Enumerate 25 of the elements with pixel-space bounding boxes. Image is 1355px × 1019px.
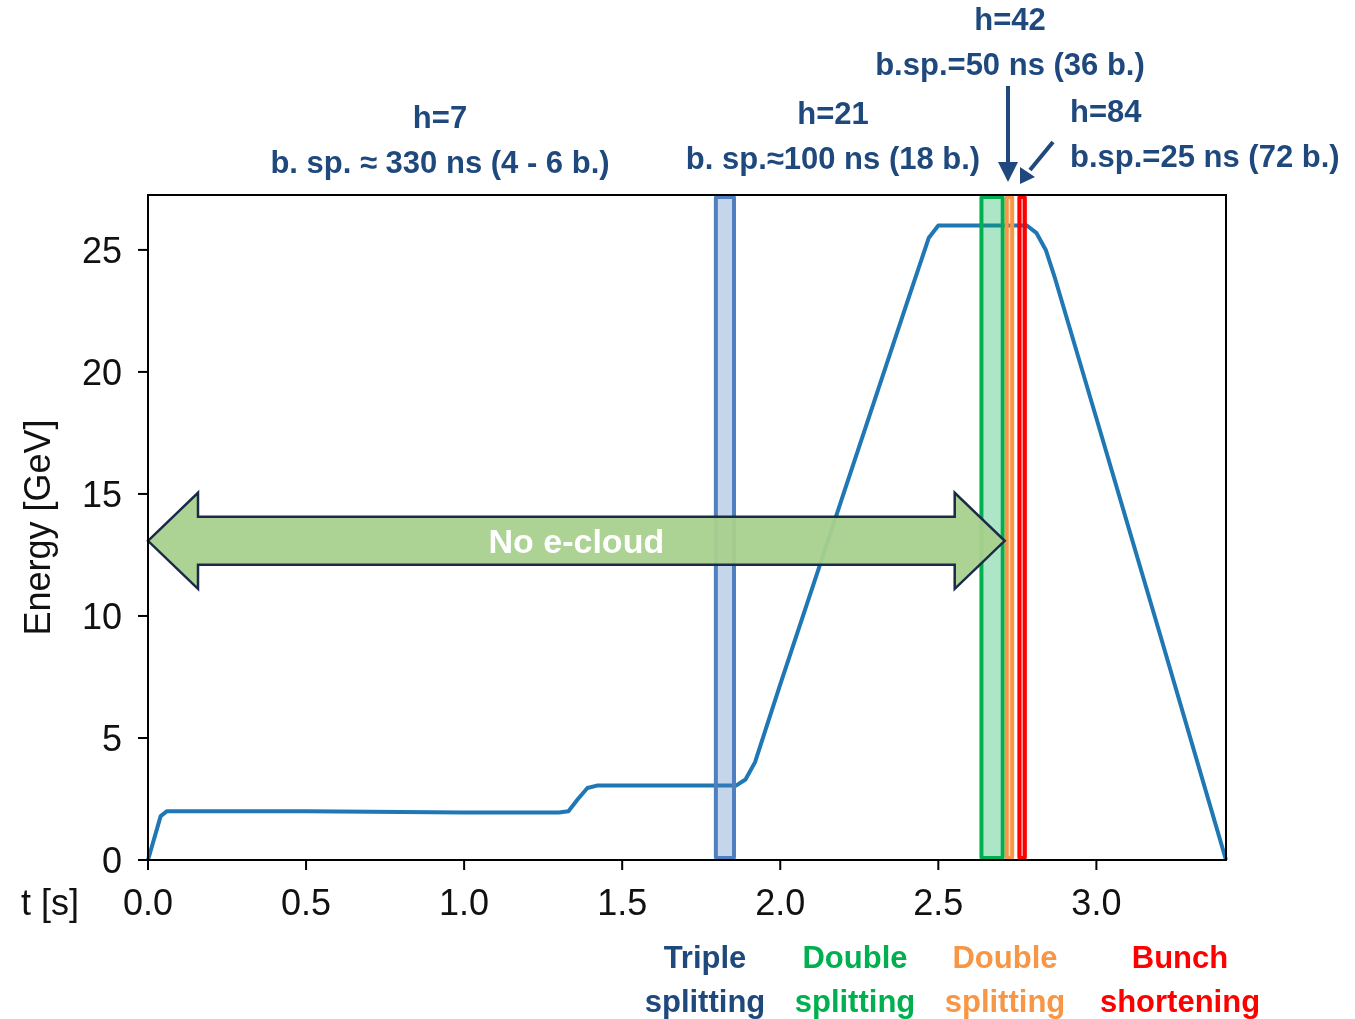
y-tick-label: 15 [81,473,122,515]
text: h=84 b.sp.=25 ns (72 b.) [1070,94,1340,174]
text: h=42 b.sp.=50 ns (36 b.) [875,2,1145,82]
y-tick-label: 0 [101,840,122,881]
band-label: Triple splitting [644,940,766,1019]
band-label: Double splitting [794,940,916,1019]
y-tick-label: 5 [101,717,122,759]
y-tick-label: 20 [81,351,122,393]
y-tick-label: 25 [81,229,122,271]
x-tick-label: 2.5 [913,882,964,923]
line-series [146,223,1228,862]
y-axis-title: Energy [GeV] [17,419,58,636]
band-label: Bunch shortening [1099,940,1261,1019]
x-tick-label: 0.5 [281,882,332,923]
band-label: Double splitting [944,940,1066,1019]
x-tick-label: 2.0 [755,882,806,923]
x-tick-label: 1.0 [439,882,490,923]
x-axis-title: t [s] [20,882,80,923]
text: h=21 b. sp.≈100 ns (18 b.) [685,96,981,176]
text: h=7 b. sp. ≈ 330 ns (4 - 6 b.) [270,100,610,180]
y-tick-label: 10 [81,595,122,637]
annotation: No e-cloud [488,521,665,560]
x-tick-label: 0.0 [122,882,174,923]
x-tick-label: 3.0 [1071,882,1122,923]
x-tick-label: 1.5 [597,882,648,923]
